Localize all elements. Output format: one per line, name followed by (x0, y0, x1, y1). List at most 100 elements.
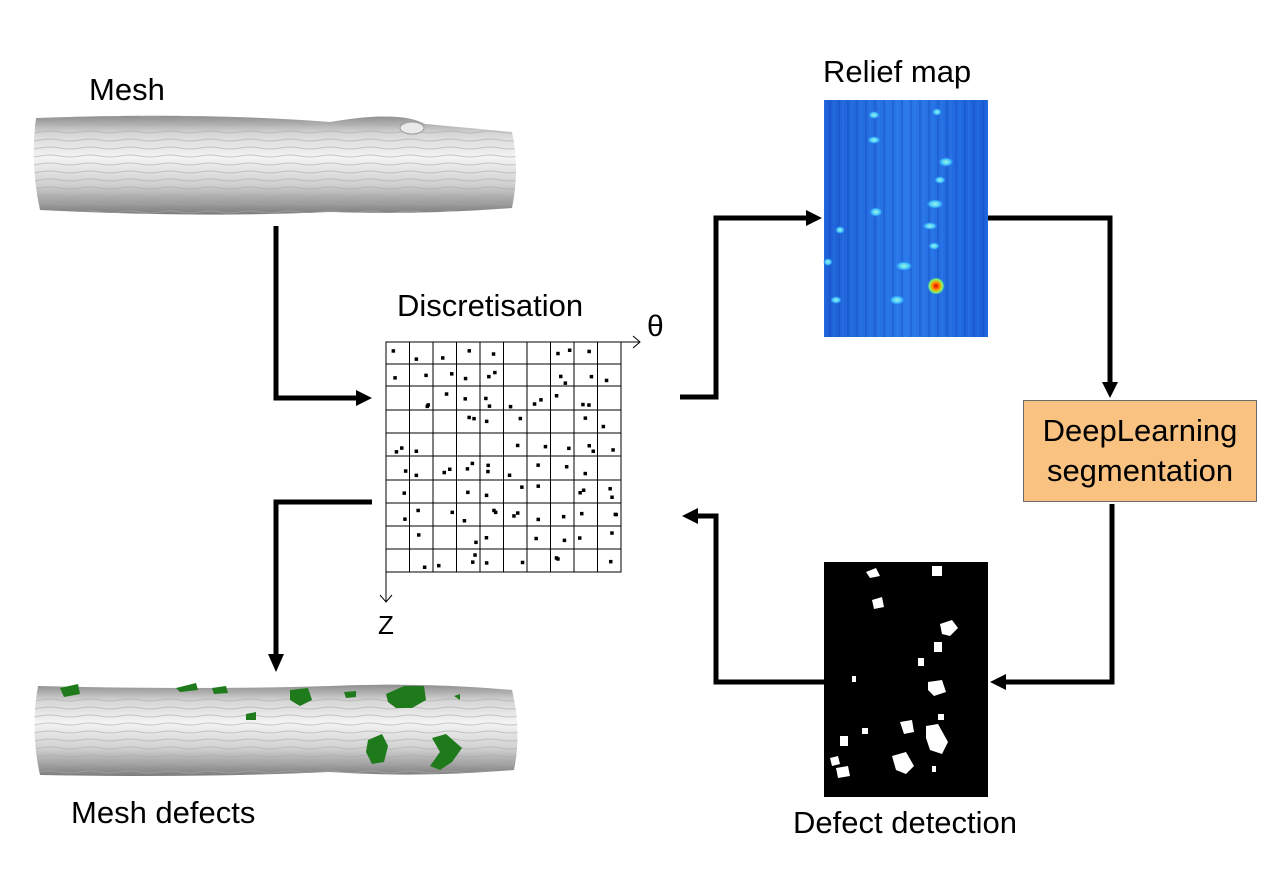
sample-point (403, 517, 407, 521)
sample-point (583, 416, 588, 420)
sample-point (556, 351, 560, 356)
sample-point (536, 463, 540, 467)
sample-point (492, 508, 496, 513)
sample-point (589, 374, 594, 379)
sample-point (613, 512, 618, 517)
sample-point (391, 349, 396, 353)
sample-point (416, 508, 420, 513)
segmentation-box: DeepLearning segmentation (1023, 400, 1257, 502)
sample-point (417, 533, 421, 537)
sample-point (467, 349, 471, 353)
sample-point (610, 495, 614, 499)
sample-point (448, 467, 452, 471)
sample-point (611, 448, 615, 452)
sample-point (562, 538, 567, 543)
sample-point (487, 374, 491, 379)
sample-point (609, 559, 613, 564)
sample-point (578, 536, 582, 540)
sample-point (493, 510, 498, 515)
sample-point (587, 403, 591, 407)
sample-point (581, 488, 586, 492)
sample-point (563, 381, 568, 385)
sample-point (567, 348, 572, 352)
discretisation-grid (385, 341, 622, 573)
sample-point (559, 374, 563, 379)
mesh-defects-image (34, 683, 518, 776)
discretisation-label: Discretisation (397, 288, 584, 323)
sample-point (424, 373, 428, 378)
sample-point (471, 560, 475, 564)
sample-point (520, 560, 525, 565)
sample-point (491, 352, 496, 356)
sample-point (516, 511, 520, 515)
sample-point (400, 446, 404, 450)
sample-point (484, 561, 489, 565)
arrow-grid-to-defects (273, 499, 372, 654)
z-axis-label: Z (378, 610, 394, 640)
arrow-heads (268, 210, 1118, 690)
defect-patches (60, 683, 462, 770)
mesh-label: Mesh (89, 72, 165, 107)
sample-point (441, 356, 445, 360)
sample-point (534, 536, 538, 541)
sample-point (512, 514, 516, 518)
point-samples (391, 348, 618, 569)
flow-arrows (273, 215, 1115, 685)
sample-point (422, 565, 427, 569)
sample-point (414, 449, 419, 453)
arrow-box-to-mask (1006, 504, 1115, 685)
sample-point (486, 469, 490, 474)
sample-point (578, 491, 582, 495)
mesh-log-image (33, 115, 516, 215)
sample-point (561, 514, 566, 519)
sample-point (487, 404, 492, 408)
sample-point (583, 471, 587, 476)
arrow-mask-to-grid (698, 513, 824, 685)
sample-point (470, 461, 475, 466)
sample-point (394, 450, 399, 454)
sample-point (403, 469, 408, 473)
sample-point (610, 531, 614, 535)
sample-point (414, 357, 419, 361)
sample-point (437, 563, 441, 568)
sample-point (463, 376, 468, 381)
sample-point (536, 484, 540, 488)
segmentation-line-1: DeepLearning (1042, 413, 1238, 448)
theta-axis-label: θ (647, 310, 664, 343)
sample-point (463, 397, 467, 401)
sample-point (484, 396, 488, 401)
sample-point (465, 467, 470, 471)
sample-point (564, 465, 569, 469)
arrow-relief-to-box (988, 215, 1113, 382)
sample-point (601, 424, 606, 429)
sample-point (580, 511, 584, 516)
sample-point (466, 490, 470, 495)
sample-point (467, 415, 471, 420)
sample-point (473, 553, 477, 557)
sample-point (507, 473, 512, 477)
sample-point (608, 487, 612, 491)
theta-axis-arrow (386, 335, 641, 349)
sample-point (472, 416, 476, 421)
sample-point (604, 378, 609, 383)
sample-point (554, 394, 559, 398)
sample-point (532, 402, 537, 406)
sample-point (474, 540, 478, 545)
sample-point (539, 398, 543, 402)
sample-point (543, 444, 548, 449)
sample-point (515, 443, 520, 448)
sample-point (493, 370, 497, 375)
z-axis-arrow (379, 342, 393, 603)
sample-point (567, 446, 571, 451)
sample-point (444, 392, 449, 396)
arrow-grid-to-relief (680, 215, 806, 400)
relief-map-image (823, 100, 988, 337)
sample-point (536, 517, 540, 522)
sample-point (556, 557, 560, 561)
sample-point (587, 349, 591, 354)
sample-point (462, 519, 467, 523)
sample-point (486, 463, 490, 468)
sample-point (450, 372, 454, 376)
